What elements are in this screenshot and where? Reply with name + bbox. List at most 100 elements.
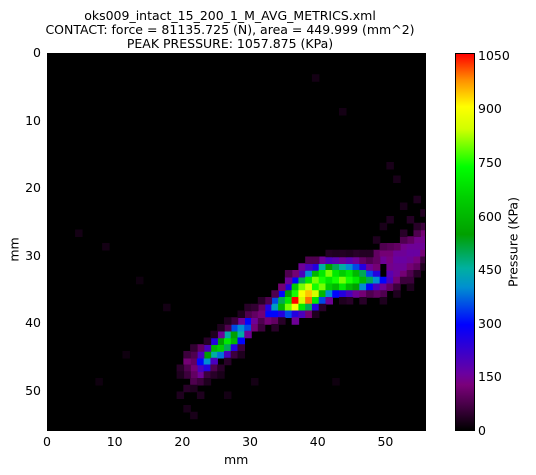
heatmap-cell	[190, 378, 198, 386]
heatmap-cell	[291, 317, 300, 325]
colorbar-tick-label: 0	[478, 423, 486, 438]
heatmap-cell	[305, 310, 313, 318]
heatmap-cell	[345, 297, 354, 305]
heatmap-cell	[271, 310, 279, 318]
heatmap-cell	[230, 324, 239, 332]
heatmap-cell	[190, 384, 198, 393]
heatmap-cell	[203, 337, 212, 345]
heatmap-cell	[210, 371, 218, 379]
heatmap-cell	[223, 324, 232, 332]
heatmap-cell	[359, 270, 367, 278]
heatmap-cell	[366, 276, 374, 285]
heatmap-cell	[75, 229, 83, 237]
heatmap-cell	[311, 74, 320, 82]
heatmap-cell	[237, 351, 245, 359]
heatmap-cell	[339, 270, 347, 278]
heatmap-cell	[176, 364, 185, 372]
heatmap-cell	[210, 351, 218, 359]
heatmap-cell	[332, 378, 340, 386]
heatmap-cell	[251, 310, 259, 318]
colorbar-tick-label: 900	[478, 101, 502, 117]
heatmap-cell	[359, 290, 367, 298]
heatmap-cell	[311, 297, 320, 305]
heatmap-cell	[345, 249, 354, 258]
heatmap-cell	[393, 283, 401, 291]
heatmap-cell	[372, 270, 381, 278]
heatmap-cell	[413, 236, 421, 244]
heatmap-cell	[298, 283, 306, 291]
heatmap-cell	[176, 371, 185, 379]
heatmap-cell	[345, 270, 354, 278]
heatmap-cell	[325, 249, 333, 258]
heatmap-cell	[196, 378, 205, 386]
heatmap-cell	[298, 303, 306, 312]
colorbar-tick-label: 150	[478, 369, 502, 385]
x-tick-label: 50	[377, 434, 394, 449]
heatmap-cell	[237, 344, 245, 352]
heatmap-cell	[325, 283, 333, 291]
heatmap-cell	[257, 324, 266, 332]
heatmap-cell	[399, 202, 408, 210]
heatmap-cell	[244, 324, 252, 332]
heatmap-cell	[339, 256, 347, 264]
heatmap-cell	[386, 283, 394, 291]
heatmap-cell	[311, 290, 320, 298]
heatmap-cell	[237, 310, 245, 318]
heatmap-cell	[95, 378, 103, 386]
heatmap-cell	[420, 209, 425, 217]
heatmap-cell	[318, 303, 327, 312]
heatmap-cell	[190, 411, 198, 420]
heatmap-cell	[420, 243, 425, 251]
heatmap-cell	[217, 371, 225, 379]
heatmap-cell	[399, 243, 408, 251]
heatmap-cell	[372, 283, 381, 291]
heatmap-cell	[210, 364, 218, 372]
heatmap-cell	[318, 297, 327, 305]
heatmap-cell	[311, 276, 320, 285]
heatmap-cell	[183, 371, 191, 379]
heatmap-cell	[406, 236, 415, 244]
heatmap-cell	[386, 256, 394, 264]
heatmap-cell	[284, 276, 293, 285]
heatmap-cell	[102, 243, 110, 251]
heatmap-cell	[135, 276, 144, 285]
heatmap-cell	[406, 276, 415, 285]
heatmap-cell	[183, 364, 191, 372]
heatmap-cell	[210, 330, 218, 339]
heatmap-cell	[291, 270, 300, 278]
heatmap-cell	[278, 297, 286, 305]
heatmap-cell	[393, 263, 401, 271]
heatmap-cell	[223, 391, 232, 399]
heatmap-cell	[183, 351, 191, 359]
y-tick-label: 0	[33, 45, 41, 60]
heatmap-cell	[284, 310, 293, 318]
heatmap-cell	[244, 303, 252, 312]
heatmap-cell	[406, 256, 415, 264]
heatmap-cell	[332, 256, 340, 264]
colorbar	[455, 53, 475, 431]
heatmap-cell	[413, 243, 421, 251]
heatmap-cell	[244, 310, 252, 318]
heatmap-cell	[393, 290, 401, 298]
heatmap-cell	[210, 344, 218, 352]
heatmap-cell	[352, 276, 361, 285]
heatmap-cell	[345, 263, 354, 271]
heatmap-cell	[264, 303, 273, 312]
heatmap-cell	[332, 249, 340, 258]
heatmap-cell	[413, 263, 421, 271]
heatmap-cell	[291, 283, 300, 291]
heatmap-cell	[217, 337, 225, 345]
heatmap-cell	[399, 263, 408, 271]
x-tick-label: 20	[174, 434, 191, 449]
chart-title-line-3: PEAK PRESSURE: 1057.875 (KPa)	[126, 36, 334, 51]
heatmap-cell	[406, 243, 415, 251]
heatmap-cell	[406, 270, 415, 278]
heatmap-cell	[399, 229, 408, 237]
heatmap-cell	[311, 263, 320, 271]
heatmap-cell	[332, 270, 340, 278]
heatmap-cell	[305, 283, 313, 291]
heatmap-cell	[278, 290, 286, 298]
heatmap-cell	[264, 297, 273, 305]
x-tick-label: 10	[106, 434, 123, 449]
heatmap-cell	[420, 236, 425, 244]
